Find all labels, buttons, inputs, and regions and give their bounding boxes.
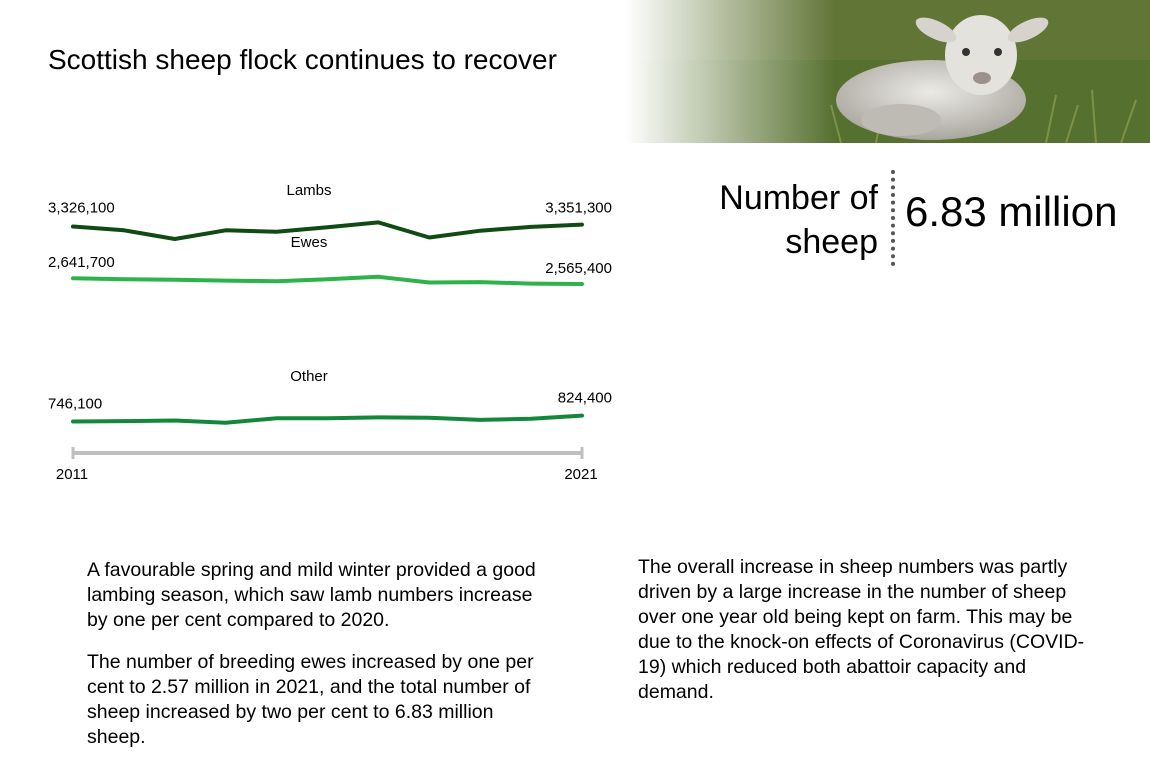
sheep-line-chart: 3,326,100 Lambs 3,351,300 2,641,700 Ewes 2,56… [48,182,612,483]
x-tick-label-end: 2021 [564,466,597,483]
series-name-label-ewes: Ewes [291,234,328,251]
end-value-label-ewes: 2,565,400 [545,260,612,277]
x-tick-label-start: 2011 [56,466,88,483]
lamb-photo [626,0,1150,143]
start-value-label-other: 746,100 [48,396,102,413]
start-value-label-lambs: 3,326,100 [48,199,115,216]
end-value-label-other: 824,400 [558,390,612,407]
paragraph-overall: The overall increase in sheep numbers wa… [638,556,1085,703]
paragraph-lambing: A favourable spring and mild winter prov… [87,559,536,631]
series-name-label-other: Other [290,368,328,385]
end-value-label-lambs: 3,351,300 [545,200,612,217]
series-line-ewes [71,274,584,286]
series-name-label-lambs: Lambs [286,182,331,199]
paragraph-ewes: The number of breeding ewes increased by… [87,651,534,748]
page-title: Scottish sheep flock continues to recove… [48,44,557,75]
stat-divider [891,170,895,266]
series-line-other [71,413,584,425]
start-value-label-ewes: 2,641,700 [48,254,115,271]
series-line-lambs [71,220,584,241]
stat-label: Number of sheep [719,179,878,261]
stat-value: 6.83 million [905,188,1118,235]
